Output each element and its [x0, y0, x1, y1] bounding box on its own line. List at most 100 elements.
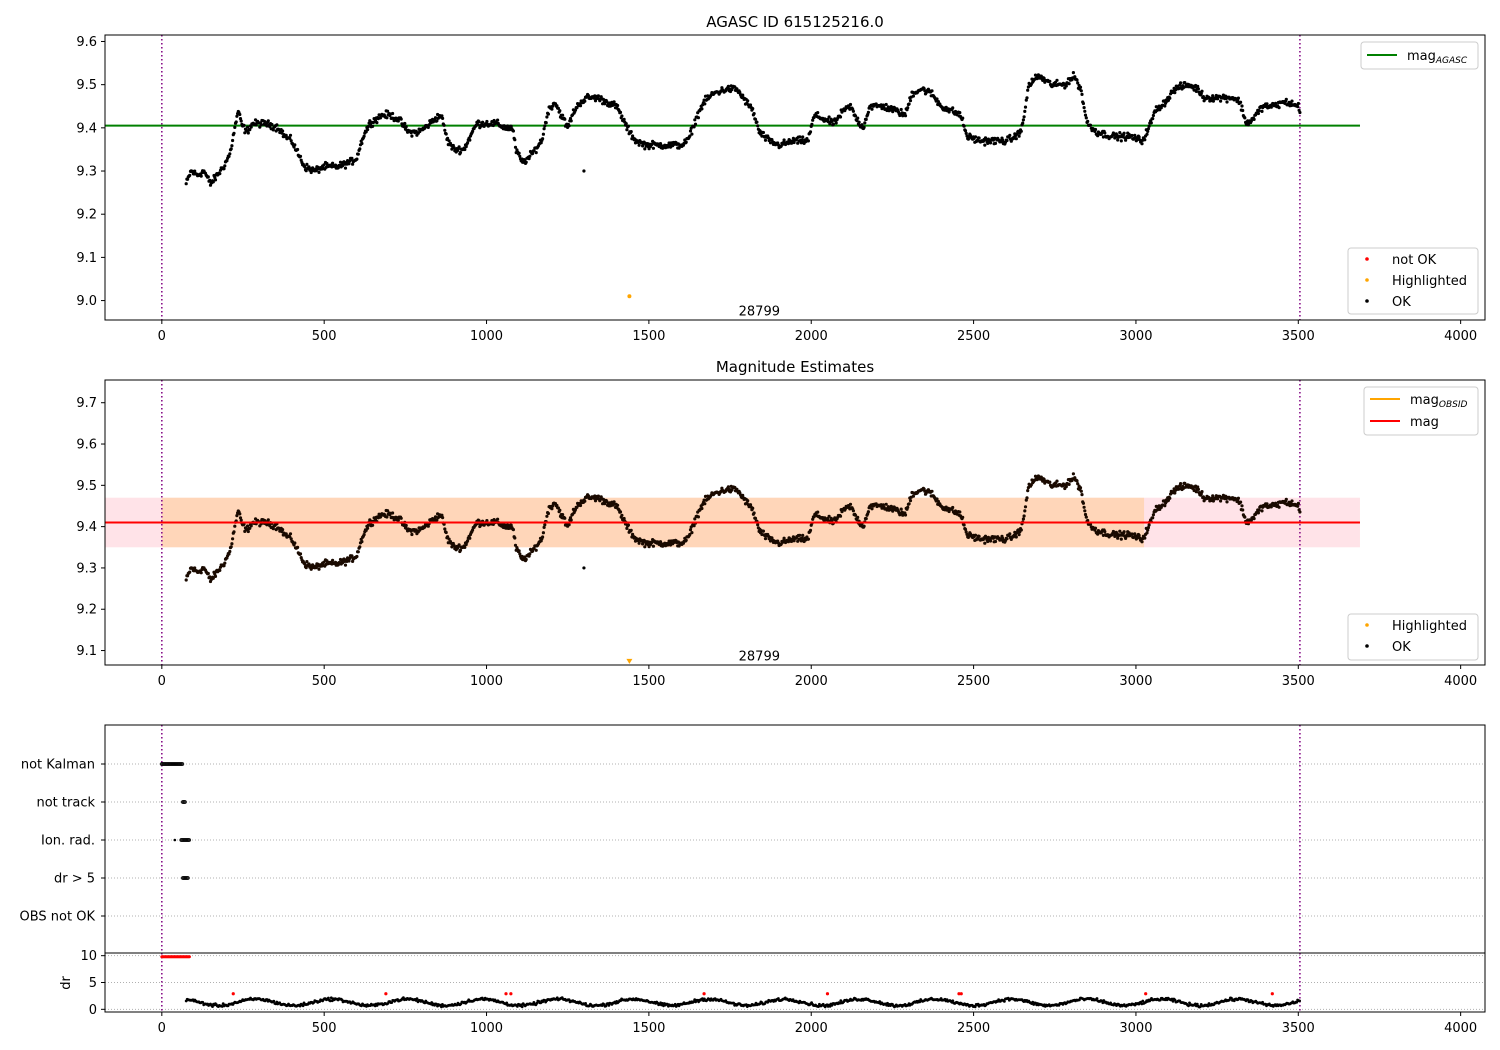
plot2-ok-point	[1076, 482, 1080, 486]
plot1-ok-point	[186, 177, 190, 181]
plot1-ok-point	[447, 139, 451, 143]
plot1-ok-point	[1008, 133, 1012, 137]
plot1-ok-point	[303, 165, 307, 169]
plot1-ok-point	[1194, 89, 1198, 93]
plot1-ok-point	[753, 117, 758, 121]
plot1-title: AGASC ID 615125216.0	[706, 13, 884, 31]
plot2-ok-point	[223, 561, 227, 565]
plot2-ok-point	[618, 510, 623, 514]
plot2-ok-point	[1274, 501, 1278, 505]
plot1-ok-point	[816, 111, 820, 115]
plot1-ok-point	[692, 125, 696, 129]
plot1-ok-point	[1296, 105, 1300, 109]
plot1-frame	[104, 34, 1486, 321]
plot1-ok-point	[234, 120, 238, 124]
plot1-ok-point	[444, 132, 448, 136]
plot2-ok-point	[688, 528, 693, 532]
plot2-ok-point	[1296, 504, 1300, 508]
plot2-ok-point	[561, 513, 565, 517]
plot1-ok-point	[1088, 123, 1093, 127]
plot2-ok-point	[518, 552, 522, 556]
plot1-ok-point	[1265, 102, 1269, 106]
plot2-ok-point	[218, 568, 222, 573]
plot1-ok-point	[866, 110, 871, 114]
plot1-ok-point	[457, 145, 461, 149]
plot2-ok-point	[558, 508, 562, 512]
plot1-ok-point	[884, 102, 888, 107]
plot4-dr-point	[878, 1000, 882, 1003]
plot1-ok-point	[1163, 104, 1167, 108]
plot2-ytick-label: 9.2	[76, 603, 97, 618]
plot2-ok-point	[1265, 502, 1269, 506]
plot4-xtick-label: 1000	[470, 1021, 503, 1036]
plot2-ok-point	[263, 519, 267, 523]
plot1-ok-point	[1296, 101, 1300, 106]
plot2-ok-point	[688, 532, 692, 537]
plot2-ok-point	[625, 526, 629, 531]
plot1-ok-point	[798, 135, 802, 139]
plot1-ytick-label: 9.4	[76, 121, 97, 136]
plot2-ok-point	[446, 535, 450, 539]
plot4-xtick-label: 500	[312, 1021, 337, 1036]
plot1-ok-point	[899, 107, 903, 112]
plot2-ok-point	[563, 516, 567, 520]
plot2-xtick-label: 1500	[632, 674, 665, 689]
plot1-ok-point	[1173, 91, 1177, 95]
plot1-ok-point	[1017, 134, 1021, 138]
plot4-red-point	[504, 992, 508, 996]
plot4-xtick-label: 3000	[1119, 1021, 1152, 1036]
plot2-ok-point	[386, 509, 390, 513]
plot1-ok-point	[1216, 97, 1220, 101]
plot2-ytick-label: 9.4	[76, 520, 97, 535]
plot2-ok-point	[1048, 480, 1052, 484]
plot4-ytick-label: 5	[89, 976, 97, 991]
plot2-ok-point	[1080, 493, 1084, 497]
plot1-ok-point	[1256, 111, 1260, 116]
plot2-ok-point	[911, 494, 916, 498]
plot1-ok-point	[624, 122, 628, 126]
plot1-ok-point	[578, 104, 583, 108]
plot2-ok-point	[906, 505, 910, 509]
plot1-ok-point	[1277, 106, 1281, 110]
plot1-ok-point	[1143, 138, 1147, 142]
plot2-ok-point	[703, 502, 707, 506]
plot1-legend-lower	[1347, 247, 1479, 315]
plot2-ok-point	[1119, 537, 1123, 541]
plot2-ok-point	[808, 528, 813, 533]
plot1-ok-point	[545, 115, 549, 119]
plot1-ok-point	[755, 120, 759, 124]
plot1-ok-point	[726, 84, 731, 88]
plot2-ok-point	[404, 523, 408, 528]
plot2-ok-point	[271, 527, 275, 531]
plot1-ok-point	[1023, 109, 1027, 113]
plot1-ok-point	[1151, 117, 1155, 121]
plot1-ok-point	[228, 152, 232, 156]
plot1-legend-lower-entry-swatch	[1365, 299, 1369, 303]
plot1-ok-point	[1118, 131, 1122, 135]
plot2-ok-point	[347, 559, 351, 563]
plot2-ok-point	[1196, 485, 1200, 489]
plot1-ok-point	[211, 180, 215, 184]
plot2-ok-point	[222, 564, 226, 568]
plot2-ok-point	[303, 562, 307, 566]
plot1-ok-point	[684, 140, 688, 144]
plot1-ok-point	[231, 138, 235, 143]
plot1-ok-point	[1274, 101, 1278, 105]
plot1-ytick-label: 9.6	[76, 35, 97, 50]
plot1-xtick-label: 0	[158, 329, 166, 344]
plot1-ok-point	[1240, 104, 1244, 108]
plot1-ok-point	[1236, 98, 1240, 103]
plot1-ok-point	[338, 160, 343, 164]
plot2-ok-point	[1252, 517, 1256, 521]
plot1-axes-layer: 0 500 1000 1500 2000 2500 3000 3500 4000 9.0 9.1 9.…	[76, 34, 1486, 344]
plot2-ok-point	[1093, 526, 1098, 530]
plot1-ok-point	[993, 141, 998, 145]
plot1-ok-point	[476, 123, 480, 127]
plot1-ok-point	[603, 102, 607, 106]
plot2-ok-point	[440, 513, 444, 517]
plot2-ok-point	[1084, 515, 1088, 519]
plot4-dr-point	[535, 1001, 539, 1005]
plot1-ytick-label: 9.5	[76, 78, 97, 93]
plot2-ok-point	[853, 513, 858, 517]
